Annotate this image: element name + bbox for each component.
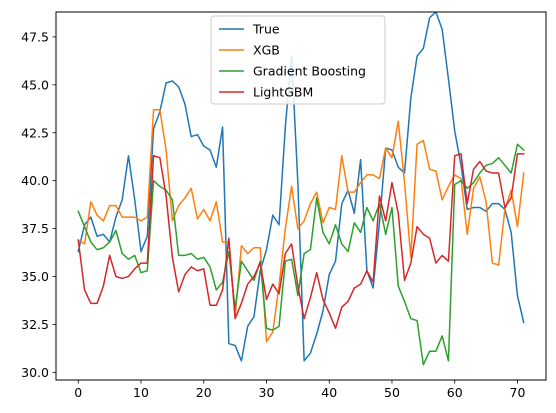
x-tick-label-0: 0 xyxy=(74,385,82,400)
x-axis: 0 10 20 30 40 50 60 70 xyxy=(74,380,525,400)
x-tick-label-7: 70 xyxy=(510,385,526,400)
legend-label-1: XGB xyxy=(253,43,280,58)
series-line-3 xyxy=(77,153,525,329)
y-tick-label-0: 30.0 xyxy=(21,365,49,380)
legend: True XGB Gradient Boosting LightGBM xyxy=(210,15,386,105)
x-tick-label-5: 50 xyxy=(384,385,400,400)
y-tick-label-6: 45.0 xyxy=(21,77,49,92)
y-tick-label-5: 42.5 xyxy=(21,125,49,140)
legend-label-3: LightGBM xyxy=(253,85,313,100)
x-tick-label-3: 30 xyxy=(259,385,275,400)
y-tick-label-3: 37.5 xyxy=(21,221,49,236)
y-tick-label-2: 35.0 xyxy=(21,269,49,284)
y-tick-label-7: 47.5 xyxy=(21,29,49,44)
y-axis: 30.0 32.5 35.0 37.5 40.0 42.5 45.0 47.5 xyxy=(21,29,56,380)
x-tick-label-1: 10 xyxy=(133,385,149,400)
series-line-2 xyxy=(77,143,525,366)
legend-box xyxy=(210,15,386,105)
x-tick-label-6: 60 xyxy=(447,385,463,400)
y-tick-label-4: 40.0 xyxy=(21,173,49,188)
plot-frame xyxy=(55,11,547,381)
x-tick-label-4: 40 xyxy=(321,385,337,400)
series-line-1 xyxy=(77,109,525,343)
y-tick-label-1: 32.5 xyxy=(21,317,49,332)
series-layer xyxy=(77,12,525,366)
x-tick-label-2: 20 xyxy=(196,385,212,400)
legend-label-0: True xyxy=(252,22,280,37)
legend-label-2: Gradient Boosting xyxy=(253,64,366,79)
